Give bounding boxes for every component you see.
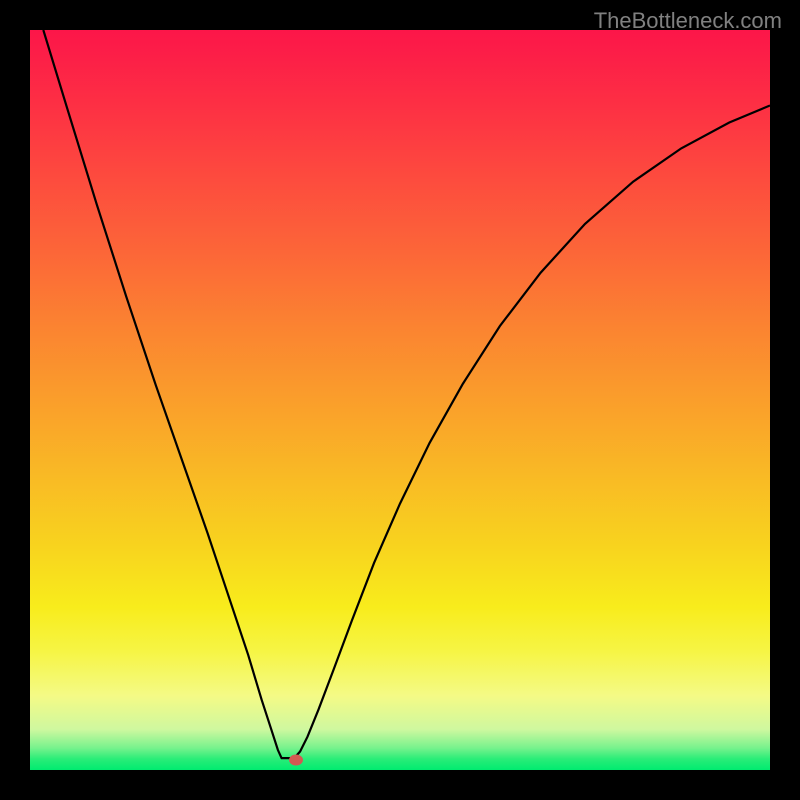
minimum-marker — [289, 754, 303, 765]
chart-svg — [30, 30, 770, 770]
watermark-text: TheBottleneck.com — [594, 8, 782, 34]
gradient-background — [30, 30, 770, 770]
plot-area — [30, 30, 770, 770]
